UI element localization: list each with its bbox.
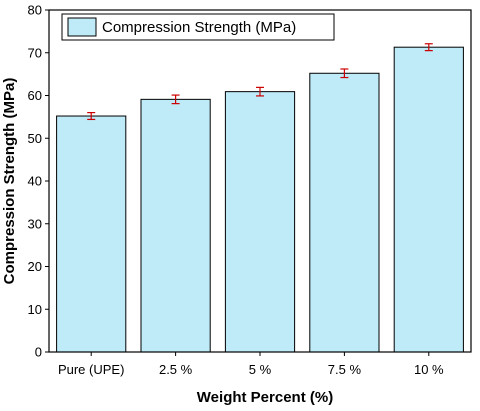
- y-tick-label: 40: [28, 174, 42, 189]
- y-axis-title: Compression Strength (MPa): [1, 78, 18, 285]
- y-tick-label: 10: [28, 302, 42, 317]
- bar: [224, 91, 296, 353]
- error-bars-group: [87, 43, 433, 121]
- legend-box: [61, 13, 335, 41]
- y-ticks-group: 0 10 20 30 40 50 60 70 80: [28, 3, 49, 360]
- x-tick-label: 5 %: [249, 362, 272, 377]
- legend: Compression Strength (MPa): [61, 13, 335, 41]
- y-tick-label: 60: [28, 88, 42, 103]
- x-tick-label: 10 %: [414, 362, 444, 377]
- bar: [140, 98, 211, 353]
- x-tick-label: 7.5 %: [328, 362, 362, 377]
- x-tick-label: 2.5 %: [159, 362, 193, 377]
- y-tick-label: 30: [28, 216, 42, 231]
- bar: [56, 115, 127, 353]
- bar: [393, 46, 464, 353]
- x-axis-title: Weight Percent (%): [197, 389, 333, 406]
- legend-label: Compression Strength (MPa): [102, 19, 296, 36]
- y-tick-label: 50: [28, 131, 42, 146]
- y-tick-label: 70: [28, 45, 42, 60]
- x-ticks-group: Pure (UPE) 2.5 % 5 % 7.5 % 10 %: [58, 352, 444, 377]
- bar: [309, 72, 380, 353]
- y-tick-label: 80: [28, 3, 42, 18]
- x-tick-label: Pure (UPE): [58, 362, 124, 377]
- y-tick-label: 20: [28, 259, 42, 274]
- y-tick-label: 0: [35, 345, 42, 360]
- legend-swatch: [67, 17, 97, 37]
